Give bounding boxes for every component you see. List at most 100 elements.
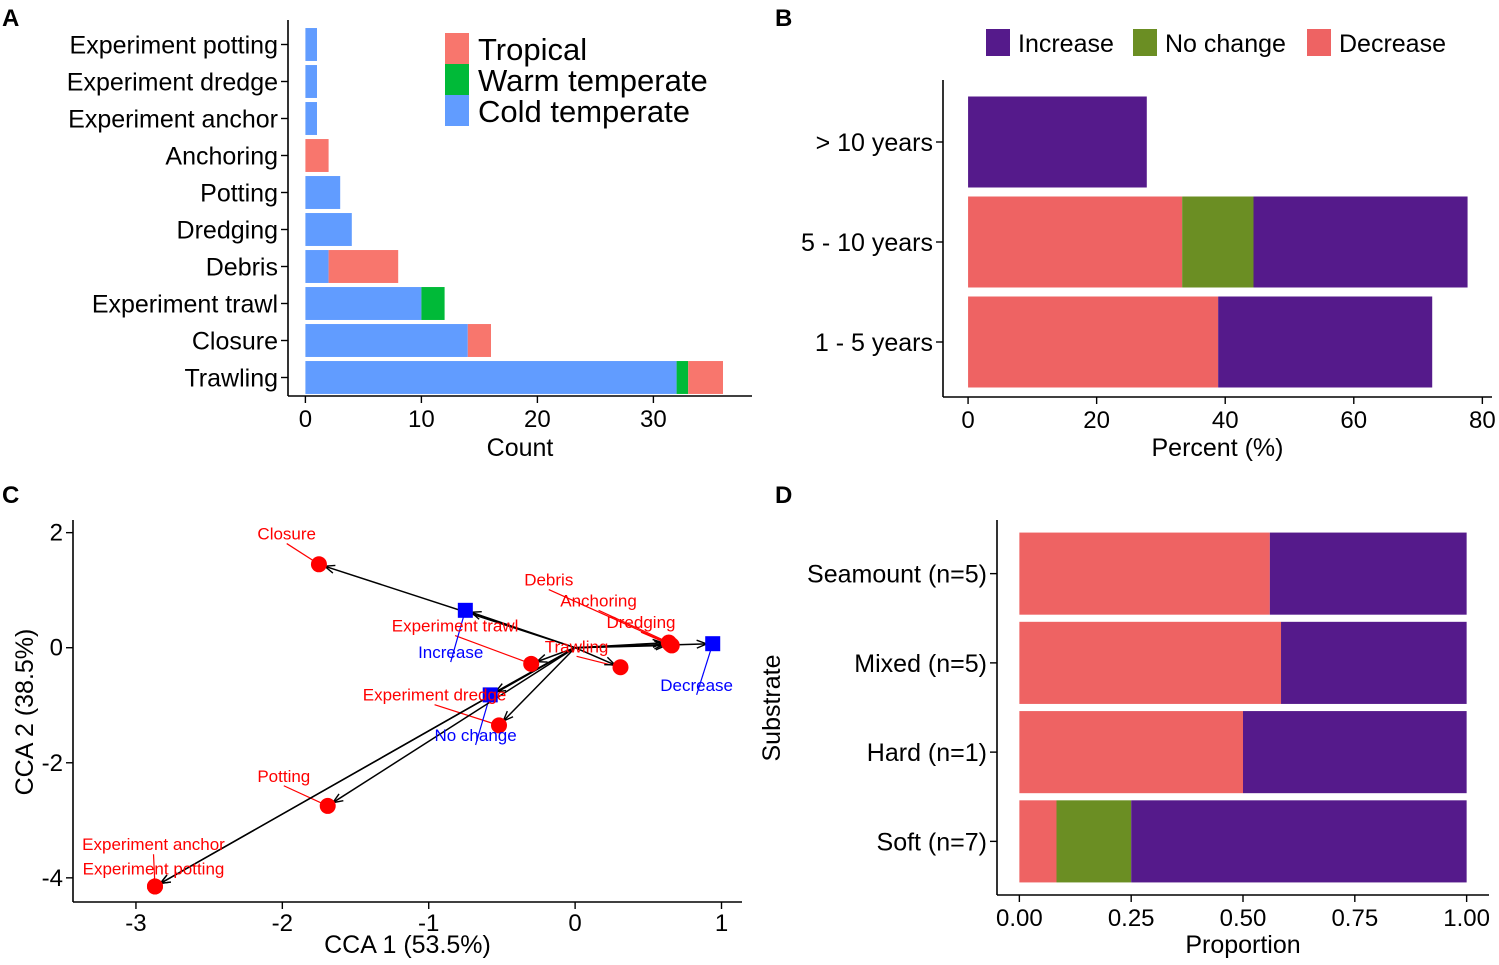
panel-letter-c: C xyxy=(2,482,19,509)
panel-a-chart: Experiment potting Experiment dredge Exper… xyxy=(67,20,752,462)
panel-c-site-leader-anchoring xyxy=(598,609,670,644)
panel-a-legend-label: Tropical xyxy=(478,32,587,67)
panel-d-y-axis-title: Substrate xyxy=(758,654,786,761)
panel-c-site-label: Anchoring xyxy=(560,591,637,610)
panel-c-response-leader-decrease xyxy=(696,643,714,696)
panel-c-site-arrow-potting xyxy=(333,647,576,803)
panel-a-category-label: Experiment potting xyxy=(70,32,278,60)
panel-b-xtick-label: 0 xyxy=(961,407,974,434)
panel-letter-d: D xyxy=(775,482,792,509)
panel-a-xtick-label: 0 xyxy=(299,406,312,433)
panel-c-x-axis-title: CCA 1 (53.5%) xyxy=(324,931,491,959)
panel-d-bar-mixed-n-5-increase xyxy=(1281,621,1467,704)
panel-c-site-arrow-experiment-dredge xyxy=(503,647,576,721)
panel-letter-b: B xyxy=(775,5,792,32)
panel-b-xtick-label: 60 xyxy=(1340,407,1367,434)
panel-d-category-label: Mixed (n=5) xyxy=(854,650,987,678)
panel-d-xtick-label: 0.00 xyxy=(996,905,1043,932)
panel-d-x-axis-title: Proportion xyxy=(1185,931,1300,959)
panel-a-bar-trawling-tropical xyxy=(688,361,723,394)
panel-c-response-point-increase xyxy=(457,602,473,618)
panel-a-bar-dredging-cold-temperate xyxy=(305,213,352,246)
panel-letter-a: A xyxy=(2,5,19,32)
panel-c-response-label: No change xyxy=(434,726,516,745)
panel-c-site-label: Potting xyxy=(257,767,310,786)
panel-b-legend-swatch-no-change xyxy=(1133,29,1157,56)
panel-b-category-label: > 10 years xyxy=(816,129,933,157)
panel-d-category-label: Hard (n=1) xyxy=(867,739,987,767)
panel-c-xtick-label: 1 xyxy=(715,910,728,937)
panel-a-category-label: Closure xyxy=(192,328,278,356)
panel-c-site-label: Experiment anchor xyxy=(82,835,225,854)
panel-a-bar-experiment-trawl-cold-temperate xyxy=(305,287,422,320)
panel-d-bar-soft-n-7-decrease xyxy=(1019,800,1057,883)
panel-c-response-label: Increase xyxy=(418,643,483,662)
panel-c-response-leader-increase xyxy=(450,610,466,663)
panel-b-xtick-label: 40 xyxy=(1212,407,1239,434)
panel-c-site-label: Trawling xyxy=(545,637,609,656)
panel-d-bar-hard-n-1-decrease xyxy=(1019,711,1243,794)
panel-c-site-leader-experiment-trawl xyxy=(454,635,532,665)
panel-c-ytick-label: 0 xyxy=(50,635,63,662)
panel-c-site-label: Debris xyxy=(524,571,573,590)
panel-a-bar-closure-tropical xyxy=(467,324,491,357)
panel-c-xtick-label: -1 xyxy=(418,910,439,937)
panel-a-bar-potting-cold-temperate xyxy=(305,176,341,209)
panel-b-legend-label: No change xyxy=(1165,30,1286,58)
panel-a-category-label: Experiment anchor xyxy=(68,106,278,134)
panel-a-bar-debris-cold-temperate xyxy=(305,250,329,283)
panel-c-site-point-dredging xyxy=(663,637,680,654)
panel-d-xtick-label: 1.00 xyxy=(1443,905,1490,932)
panel-d-bar-soft-n-7-increase xyxy=(1131,800,1467,883)
panel-a-bar-trawling-cold-temperate xyxy=(305,361,677,394)
panel-a-xtick-label: 10 xyxy=(408,406,435,433)
panel-d-bar-soft-n-7-no-change xyxy=(1056,800,1132,883)
panel-c-response-arrow-increase xyxy=(471,612,576,649)
panel-a-x-axis-title: Count xyxy=(487,434,554,462)
panel-a-category-label: Dredging xyxy=(177,217,278,245)
panel-c-response-label: Decrease xyxy=(660,676,733,695)
panel-c-site-leader-debris xyxy=(548,589,671,645)
panel-b-bar-1-5-years-decrease xyxy=(968,296,1219,388)
panel-a-bar-experiment-potting-cold-temperate xyxy=(305,28,317,61)
panel-c-site-label: Closure xyxy=(257,525,316,544)
panel-c-ytick-label: -2 xyxy=(42,750,63,777)
panel-a-legend-swatch-cold-temperate xyxy=(445,95,469,126)
panel-b-x-axis-title: Percent (%) xyxy=(1152,434,1284,462)
panel-b-xtick-label: 80 xyxy=(1469,407,1496,434)
panel-b-legend-swatch-increase xyxy=(986,29,1010,56)
panel-c-site-point-closure xyxy=(310,556,327,573)
panel-c-site-leader-experiment-dredge xyxy=(434,704,500,726)
panel-c-site-point-trawling xyxy=(612,659,629,676)
panel-b-bar-1-5-years-increase xyxy=(1218,296,1433,388)
panel-c-site-arrow-trawling xyxy=(574,647,615,665)
panel-b-chart: > 10 years 5 - 10 years 1 - 5 years 0 20 40 60… xyxy=(801,29,1496,462)
panel-b-bar-5-10-years-increase xyxy=(1253,196,1468,288)
panel-c-response-point-decrease xyxy=(705,636,721,652)
panel-d-bar-hard-n-1-increase xyxy=(1243,711,1467,794)
panel-b-bar-5-10-years-no-change xyxy=(1182,196,1254,288)
panel-a-category-label: Potting xyxy=(200,180,278,208)
panel-c-xtick-label: -2 xyxy=(272,910,293,937)
panel-a-bar-trawling-warm-temperate xyxy=(676,361,689,394)
panel-a-legend-swatch-warm-temperate xyxy=(445,64,469,95)
panel-c-site-point-potting xyxy=(319,797,336,814)
panel-a-bar-anchoring-tropical xyxy=(305,139,329,172)
panel-b-category-label: 1 - 5 years xyxy=(815,329,933,357)
panel-c-site-label: Dredging xyxy=(606,613,675,632)
panel-c-response-point-no-change xyxy=(482,687,498,703)
panel-a-legend-label: Warm temperate xyxy=(478,63,708,98)
panel-a-bar-debris-tropical xyxy=(328,250,399,283)
panel-b-legend-label: Decrease xyxy=(1339,30,1446,58)
panel-c-site-label: Experiment trawl xyxy=(392,617,519,636)
panel-b-category-label: 5 - 10 years xyxy=(801,229,933,257)
panel-c-response-arrow-decrease xyxy=(575,644,707,648)
panel-c-site-point-experiment-dredge xyxy=(490,717,507,734)
panel-a-legend-swatch-tropical xyxy=(445,33,469,64)
panel-a-bar-experiment-trawl-warm-temperate xyxy=(421,287,445,320)
panel-b-legend-label: Increase xyxy=(1018,30,1114,58)
panel-c-ytick-label: -4 xyxy=(42,865,63,892)
panel-a-category-label: Experiment trawl xyxy=(92,291,278,319)
panel-a-bar-experiment-anchor-cold-temperate xyxy=(305,102,317,135)
